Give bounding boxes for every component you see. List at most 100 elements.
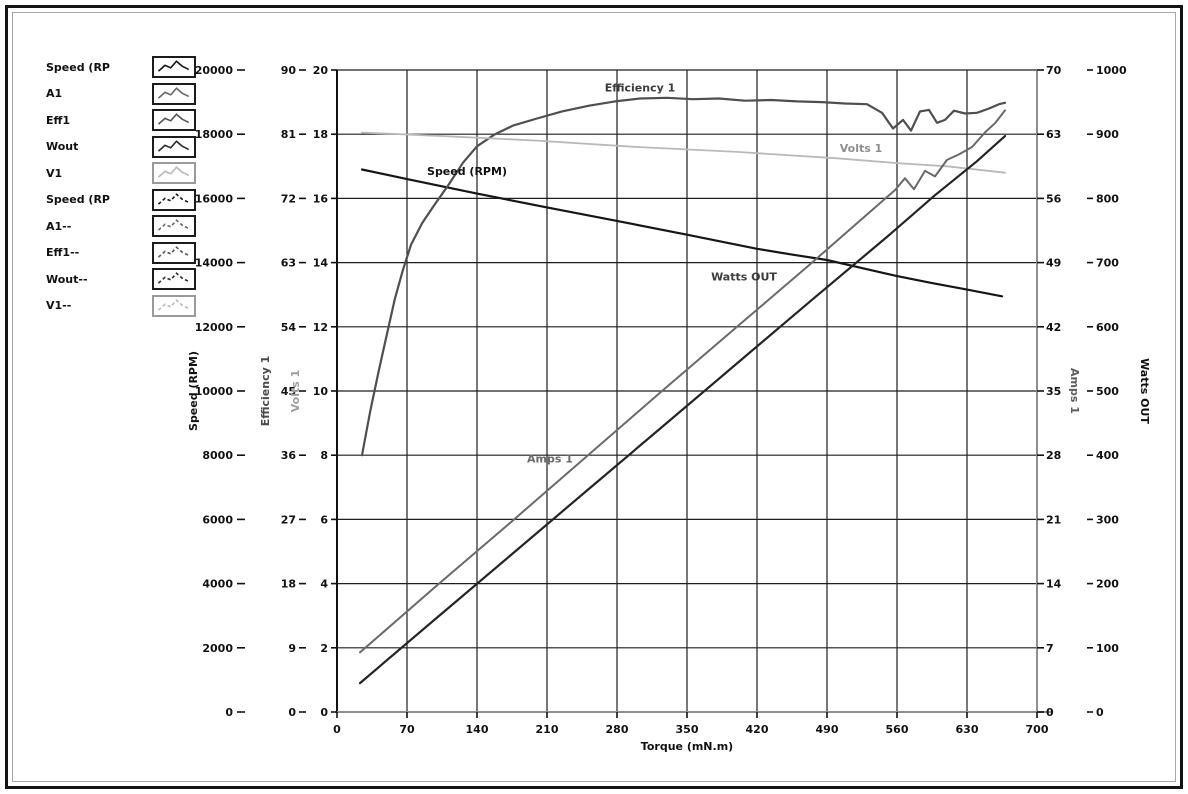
tick-label-amps: 0 (1046, 706, 1054, 719)
legend-swatch-line-icon (152, 188, 196, 211)
tick-label-watts: 500 (1096, 385, 1119, 398)
tick-label-amps: 35 (1046, 385, 1061, 398)
tick-label-speed: 18000 (195, 128, 234, 141)
legend-item-5[interactable]: Speed (RP (46, 188, 196, 212)
tick-label-x: 70 (399, 723, 415, 736)
tick-label-amps: 49 (1046, 257, 1061, 270)
legend-item-0[interactable]: Speed (RP (46, 55, 196, 79)
tick-label-watts: 600 (1096, 321, 1119, 334)
tick-label-x: 420 (746, 723, 769, 736)
axis-title-speed: Speed (RPM) (187, 351, 200, 431)
chart-tick-labels: 0200040006000800010000120001400016000180… (195, 64, 1127, 736)
legend-item-7[interactable]: Eff1-- (46, 241, 196, 265)
legend-swatch-line-icon (152, 82, 196, 105)
tick-label-volts: 12 (313, 321, 328, 334)
tick-label-amps: 14 (1046, 578, 1062, 591)
curve-volts (361, 131, 1006, 174)
tick-label-volts: 18 (313, 128, 328, 141)
curve-efficiency (360, 96, 1007, 457)
tick-label-x: 350 (676, 723, 699, 736)
legend-item-2[interactable]: Eff1 (46, 108, 196, 132)
tick-label-watts: 0 (1096, 706, 1104, 719)
tick-label-volts: 8 (320, 449, 328, 462)
curve-amps (359, 109, 1006, 654)
legend-item-4[interactable]: V1 (46, 161, 196, 185)
tick-label-volts: 14 (313, 257, 329, 270)
tick-label-speed: 10000 (195, 385, 234, 398)
tick-label-speed: 8000 (202, 449, 233, 462)
curve-label-volts: Volts 1 (840, 142, 883, 155)
tick-label-x: 490 (816, 723, 839, 736)
tick-label-watts: 300 (1096, 513, 1119, 526)
axis-title-efficiency: Efficiency 1 (259, 356, 272, 427)
chart-curves (358, 96, 1007, 685)
tick-label-efficiency: 36 (281, 449, 297, 462)
tick-label-efficiency: 27 (281, 513, 296, 526)
chart-legend: Speed (RP A1 Eff1 Wout V1 Speed (RP A1-- Eff1--… (46, 55, 196, 320)
legend-item-label: A1 (46, 87, 63, 100)
tick-label-speed: 16000 (195, 192, 234, 205)
tick-label-watts: 900 (1096, 128, 1119, 141)
curve-label-speed: Speed (RPM) (427, 165, 507, 178)
tick-label-speed: 14000 (195, 257, 234, 270)
tick-label-speed: 0 (225, 706, 233, 719)
legend-item-label: Wout-- (46, 272, 88, 286)
legend-item-label: Eff1-- (46, 246, 80, 259)
chart-curve-labels: Efficiency 1 Volts 1 Speed (RPM) Watts OUT A… (427, 81, 882, 465)
tick-label-efficiency: 0 (288, 706, 296, 719)
legend-item-3[interactable]: Wout (46, 135, 196, 159)
tick-label-x: 560 (886, 723, 909, 736)
tick-label-x: 0 (333, 723, 341, 736)
tick-label-efficiency: 45 (281, 385, 296, 398)
legend-item-1[interactable]: A1 (46, 82, 196, 106)
tick-label-x: 280 (606, 723, 629, 736)
curve-watts (358, 135, 1007, 685)
legend-item-9[interactable]: V1-- (46, 294, 196, 318)
legend-item-label: A1-- (46, 219, 72, 233)
tick-label-x: 140 (466, 723, 489, 736)
tick-label-amps: 28 (1046, 449, 1061, 462)
legend-item-8[interactable]: Wout-- (46, 267, 196, 291)
chart-grid (336, 69, 1038, 713)
tick-label-amps: 63 (1046, 128, 1061, 141)
tick-label-speed: 4000 (202, 578, 233, 591)
legend-item-6[interactable]: A1-- (46, 214, 196, 238)
chart-axis-titles: Torque (mN.m) Speed (RPM) Efficiency 1 Vol… (187, 351, 1151, 753)
curve-label-efficiency: Efficiency 1 (605, 81, 676, 94)
tick-label-x: 700 (1026, 723, 1049, 736)
tick-label-watts: 100 (1096, 642, 1119, 655)
tick-label-volts: 20 (313, 64, 329, 77)
tick-label-efficiency: 54 (281, 321, 297, 334)
legend-item-label: Wout (46, 140, 79, 153)
legend-swatch-line-icon (152, 215, 196, 237)
tick-label-watts: 700 (1096, 257, 1119, 270)
axis-title-volts: Volts 1 (289, 370, 302, 413)
legend-swatch-line-icon (152, 162, 196, 184)
legend-swatch-line-icon (152, 56, 196, 78)
tick-label-watts: 800 (1096, 192, 1119, 205)
tick-label-speed: 20000 (195, 64, 234, 77)
tick-label-speed: 2000 (202, 642, 233, 655)
legend-item-label: Speed (RP (46, 193, 110, 206)
tick-label-volts: 6 (320, 513, 328, 526)
tick-label-efficiency: 18 (281, 578, 296, 591)
tick-label-x: 210 (536, 723, 559, 736)
tick-label-speed: 6000 (202, 513, 233, 526)
tick-label-x: 630 (956, 723, 979, 736)
tick-label-volts: 16 (313, 192, 329, 205)
tick-label-efficiency: 63 (281, 257, 296, 270)
legend-swatch-line-icon (152, 135, 196, 158)
x-axis-title: Torque (mN.m) (641, 740, 733, 753)
curve-label-watts: Watts OUT (711, 271, 777, 284)
tick-label-watts: 400 (1096, 449, 1119, 462)
tick-label-amps: 56 (1046, 192, 1062, 205)
axis-title-watts: Watts OUT (1138, 358, 1151, 424)
legend-swatch-line-icon (152, 241, 196, 264)
tick-label-efficiency: 72 (281, 192, 296, 205)
tick-label-amps: 7 (1046, 642, 1054, 655)
legend-item-label: V1 (46, 166, 63, 180)
tick-label-efficiency: 9 (288, 642, 296, 655)
tick-label-speed: 12000 (195, 321, 234, 334)
legend-item-label: V1-- (46, 299, 72, 312)
